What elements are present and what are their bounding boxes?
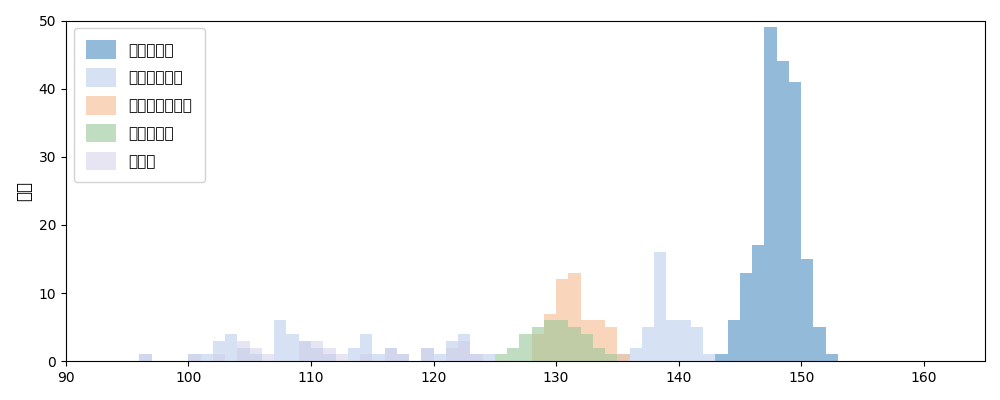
- Polygon shape: [139, 341, 483, 361]
- Polygon shape: [532, 273, 630, 361]
- Polygon shape: [139, 252, 715, 361]
- Polygon shape: [715, 27, 838, 361]
- Polygon shape: [495, 320, 617, 361]
- Y-axis label: 球数: 球数: [15, 181, 33, 201]
- Legend: ストレート, カットボール, チェンジアップ, スライダー, カーブ: ストレート, カットボール, チェンジアップ, スライダー, カーブ: [74, 28, 205, 182]
